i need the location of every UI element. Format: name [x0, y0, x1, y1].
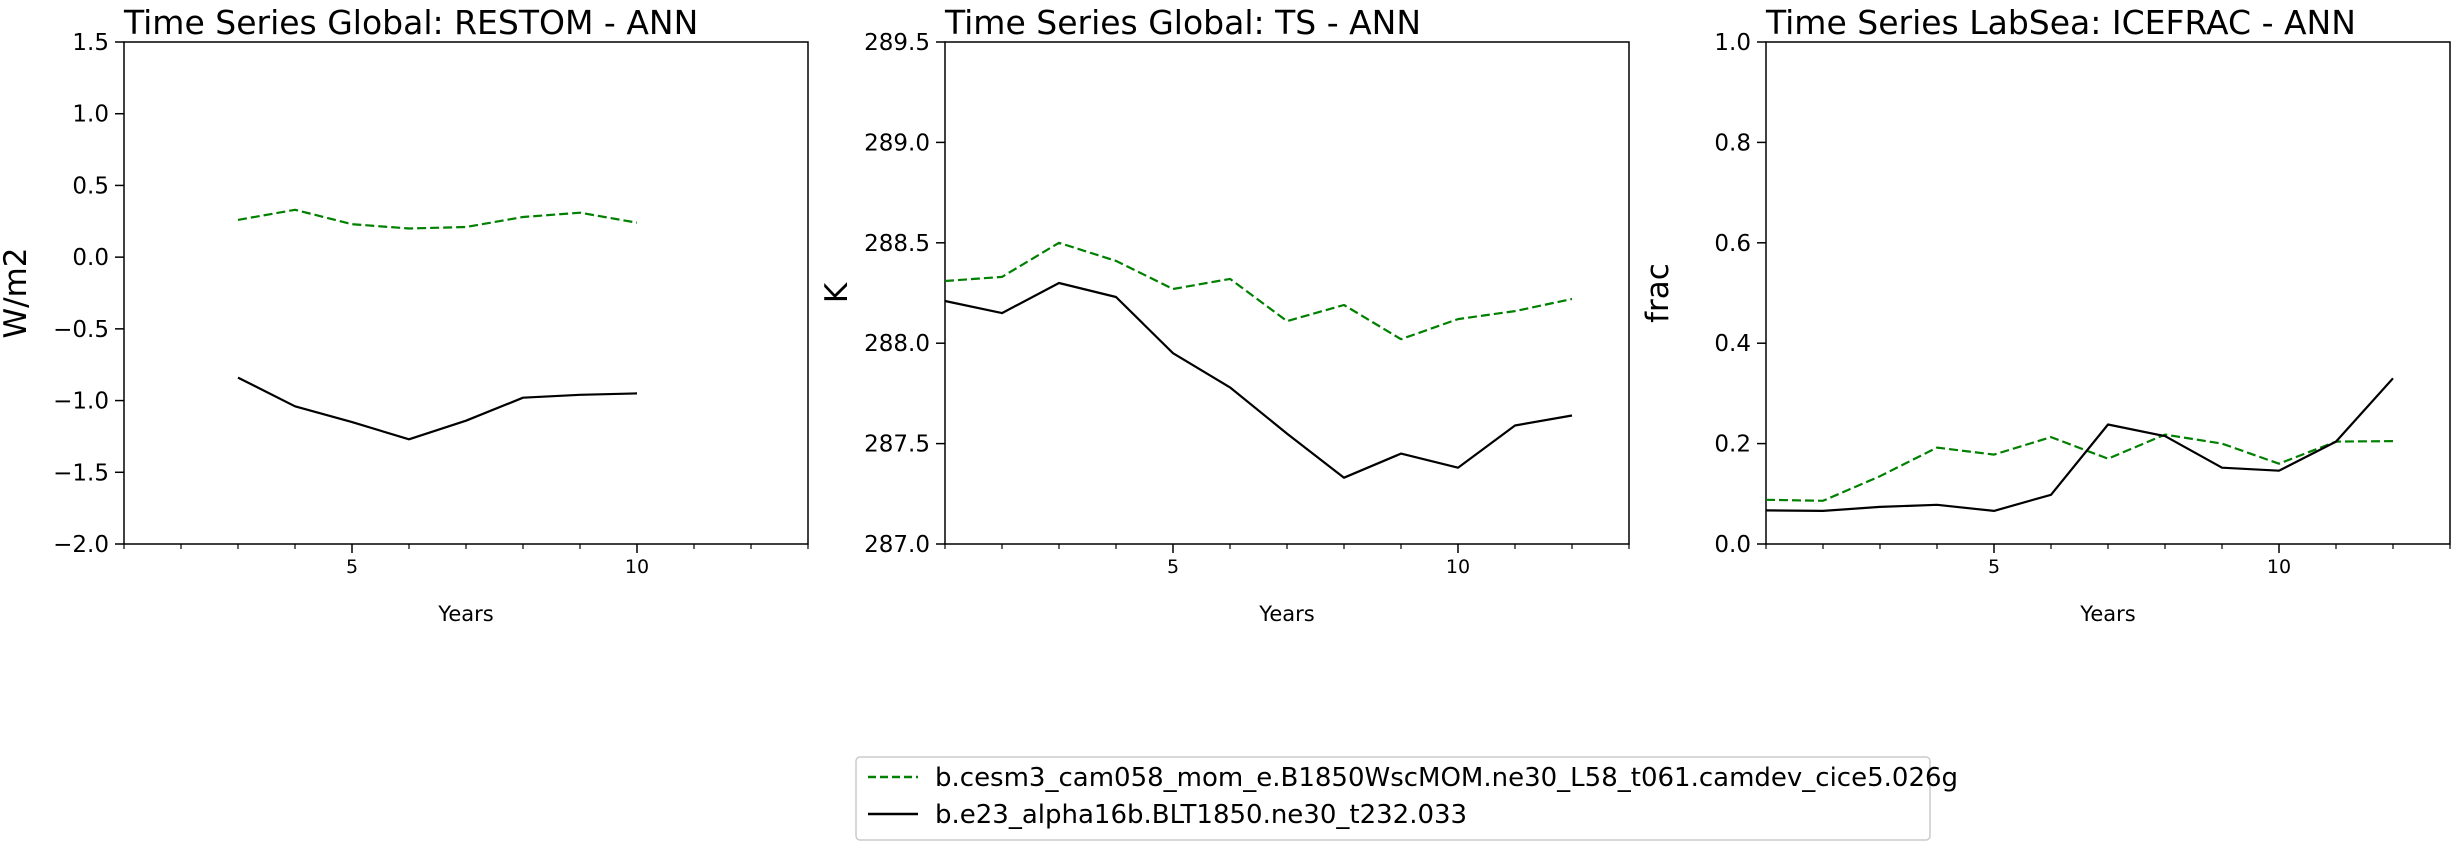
y-tick-label: 0.4 [1714, 331, 1751, 357]
axes-frame [1765, 41, 2451, 545]
y-axis-label: K [819, 282, 855, 303]
panel-icefrac: Time Series LabSea: ICEFRAC - ANN frac Yea… [1640, 3, 2451, 626]
chart-title: Time Series Global: RESTOM - ANN [123, 3, 698, 42]
y-tick-label: −0.5 [53, 317, 109, 343]
x-tick-label: 5 [346, 556, 358, 578]
y-tick-label: 0.6 [1714, 231, 1751, 257]
legend-frame [855, 756, 1931, 841]
y-tick-label: 287.5 [864, 432, 930, 458]
y-tick-label: −1.5 [53, 460, 109, 486]
legend-entry-cesm3: b.cesm3_cam058_mom_e.B1850WscMOM.ne30_L5… [935, 763, 1958, 793]
y-tick-label: −2.0 [53, 532, 109, 558]
y-tick-label: 288.5 [864, 231, 930, 257]
chart-title: Time Series Global: TS - ANN [944, 3, 1421, 42]
y-tick-label: 0.2 [1714, 432, 1751, 458]
axes-frame [123, 41, 809, 545]
y-axis-label: W/m2 [0, 247, 34, 338]
axes-frame [944, 41, 1630, 545]
series-line-e23 [237, 376, 638, 441]
y-axis-label: frac [1640, 263, 1676, 323]
series-line-cesm3 [237, 208, 638, 230]
y-tick-label: 0.8 [1714, 130, 1751, 156]
chart-title: Time Series LabSea: ICEFRAC - ANN [1765, 3, 2356, 42]
y-tick-label: 287.0 [864, 532, 930, 558]
y-tick-label: −1.0 [53, 389, 109, 415]
y-tick-label: 289.5 [864, 30, 930, 56]
panel-ts: Time Series Global: TS - ANN K Years 287.0 2… [819, 3, 1630, 626]
y-tick-label: 288.0 [864, 331, 930, 357]
y-tick-label: 0.0 [72, 245, 109, 271]
panels: Time Series Global: RESTOM - ANN W/m2 Year… [0, 3, 2451, 626]
y-tick-label: 1.0 [1714, 30, 1751, 56]
series-line-cesm3 [944, 241, 1573, 341]
series-line-cesm3 [1765, 433, 2394, 502]
y-tick-label: 0.0 [1714, 532, 1751, 558]
x-tick-label: 10 [625, 556, 649, 578]
x-tick-label: 10 [2267, 556, 2291, 578]
y-tick-label: 289.0 [864, 130, 930, 156]
x-tick-label: 5 [1988, 556, 2000, 578]
legend: b.cesm3_cam058_mom_e.B1850WscMOM.ne30_L5… [855, 756, 1958, 841]
x-axis-label: Years [437, 602, 493, 626]
y-tick-label: 0.5 [72, 173, 109, 199]
x-axis-label: Years [1258, 602, 1314, 626]
y-tick-label: 1.0 [72, 102, 109, 128]
panel-restom: Time Series Global: RESTOM - ANN W/m2 Year… [0, 3, 809, 626]
x-axis-label: Years [2079, 602, 2135, 626]
x-tick-label: 5 [1167, 556, 1179, 578]
y-tick-label: 1.5 [72, 30, 109, 56]
series-line-e23 [1765, 377, 2394, 512]
x-tick-label: 10 [1446, 556, 1470, 578]
series-line-e23 [944, 281, 1573, 479]
legend-entry-e23: b.e23_alpha16b.BLT1850.ne30_t232.033 [935, 800, 1467, 830]
